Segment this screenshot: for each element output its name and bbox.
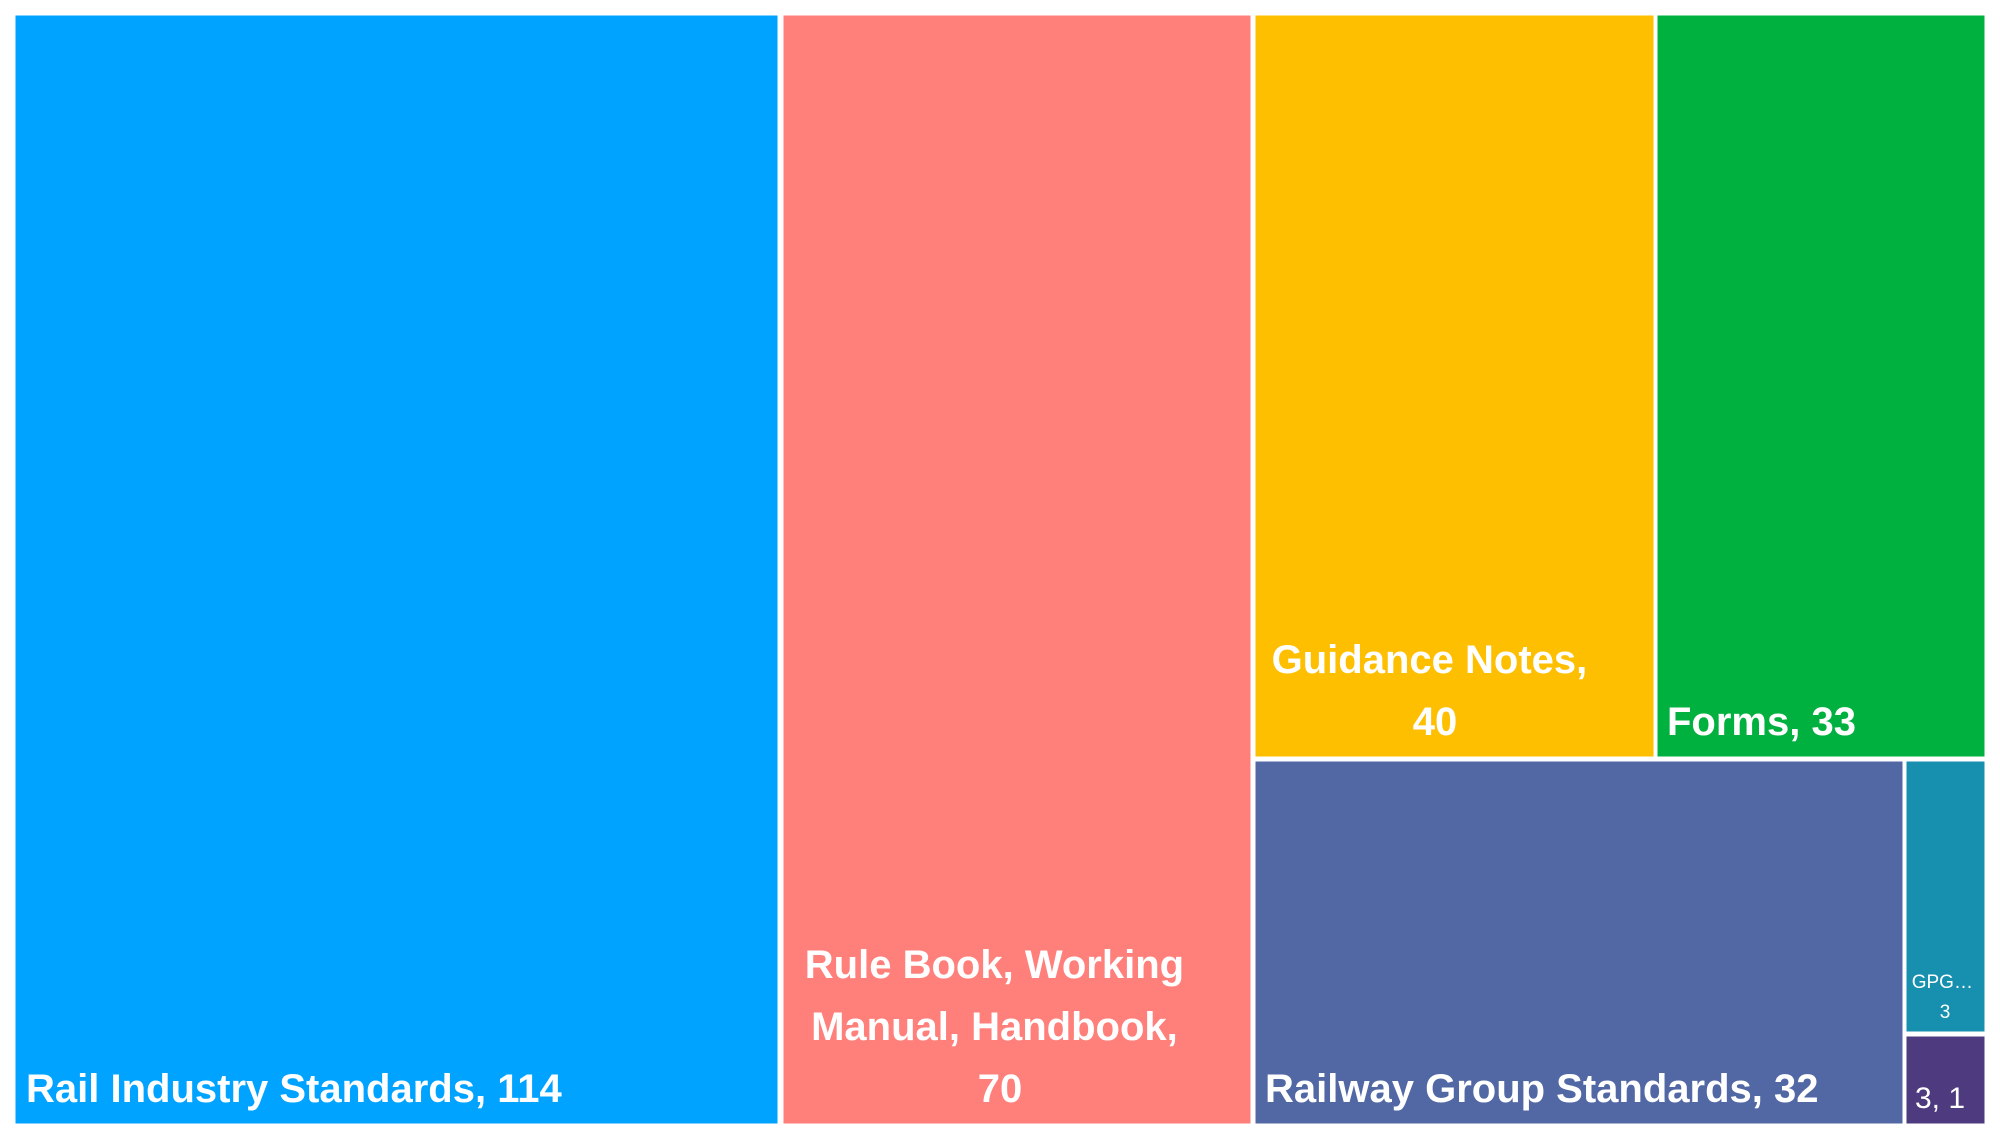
tile-rail-industry-standards: Rail Industry Standards, 114 [12,12,781,1127]
tile-rect [780,12,1254,1127]
tile-label-line-2: 40 [1413,700,1458,744]
tile-label-line-1: GPG… [1912,972,1973,993]
tile-gpg: GPG… 3 [1903,758,1988,1035]
tile-rect [1903,758,1988,1035]
tile-rect [1654,12,1988,760]
tile-label-line-2: Manual, Handbook, [811,1005,1178,1049]
tile-label-line-1: Guidance Notes, [1272,638,1588,682]
tile-railway-group-standards: Railway Group Standards, 32 [1252,758,1906,1127]
tile-rect [1252,12,1657,760]
tile-rule-book: Rule Book, Working Manual, Handbook, 70 [780,12,1254,1127]
tile-label: Forms, 33 [1667,700,1856,744]
tile-guidance-notes: Guidance Notes, 40 [1252,12,1657,760]
tile-label: Railway Group Standards, 32 [1265,1067,1819,1111]
tile-label: Rule Book, Working Manual, Handbook, 70 [805,943,1195,1111]
tile-forms: Forms, 33 [1654,12,1988,760]
tile-rect [12,12,781,1127]
tile-rect [1252,758,1906,1127]
tile-label: GPG… 3 [1912,972,1979,1023]
tile-label-line-2: 3 [1940,1002,1951,1023]
tile-3: 3, 1 [1903,1033,1988,1127]
tile-label: Rail Industry Standards, 114 [26,1067,562,1111]
tile-label: 3, 1 [1915,1082,1965,1115]
tile-rect [1903,1033,1988,1127]
tile-label: Guidance Notes, 40 [1272,638,1599,744]
tile-label-line-3: 70 [978,1067,1023,1111]
tile-label-line-1: Rule Book, Working [805,943,1184,987]
